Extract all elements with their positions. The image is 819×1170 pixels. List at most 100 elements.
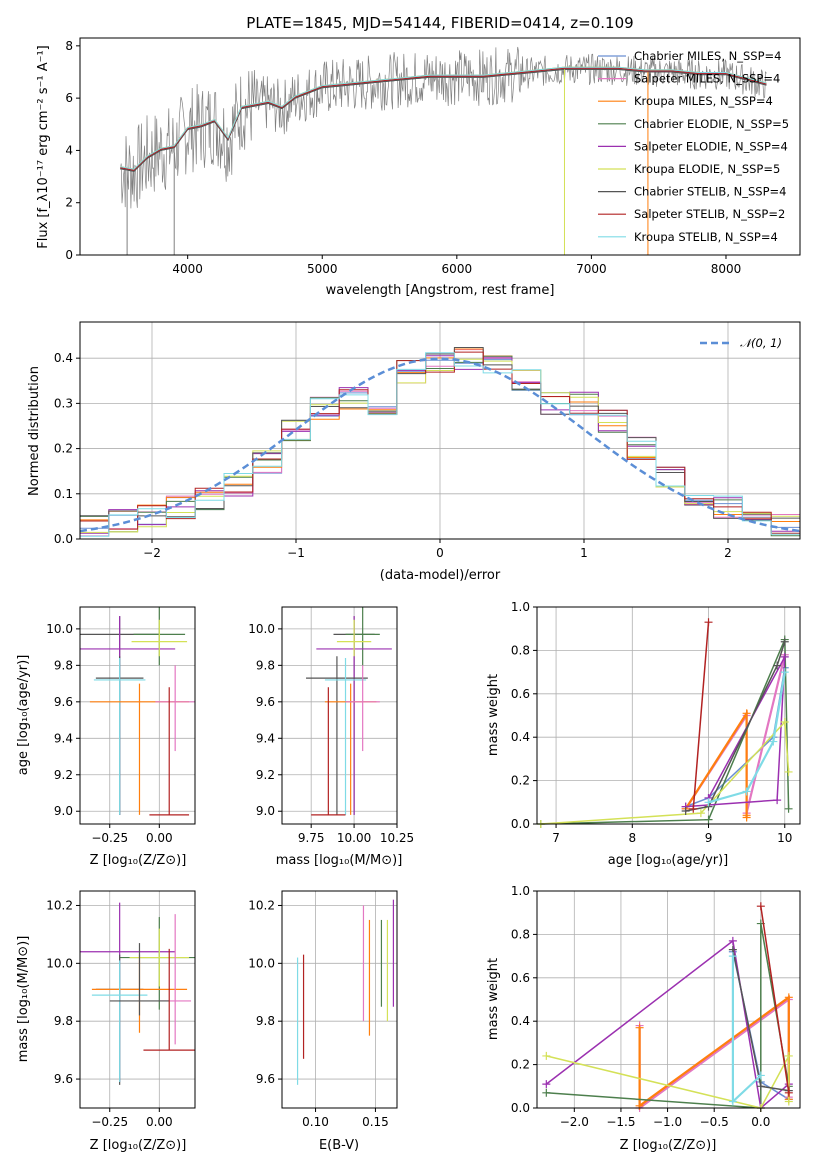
mass-weight-point <box>780 637 789 646</box>
spectrum-x-tick-label: 6000 <box>442 262 473 276</box>
z-weight-y-label: mass weight <box>486 958 501 1040</box>
residuals-panel: −2 −1 0 1 2 0.0 0.1 0.2 0.3 0.4 (data-model)/err… <box>27 321 801 583</box>
legend-label: Kroupa STELIB, N_SSP=4 <box>634 230 778 244</box>
agew-y-tick-label: 0.2 <box>511 774 530 788</box>
age-weight-grid <box>537 606 800 825</box>
ebv-mass-x-label: E(B-V) <box>319 1138 359 1153</box>
observed-spectrum-line <box>120 46 767 209</box>
mass-weight-series-line <box>760 906 790 1093</box>
zw-y-tick-label: 0.0 <box>511 1101 530 1115</box>
z-mass-y-ticks: 9.6 9.8 10.0 10.2 <box>46 898 80 1086</box>
z-weight-y-ticks: 0.0 0.2 0.4 0.6 0.8 1.0 <box>511 884 537 1115</box>
model-series-line <box>120 67 767 171</box>
spectrum-y-tick-label: 2 <box>65 196 73 210</box>
zage-y-tick-label: 9.0 <box>54 804 73 818</box>
mass-weight-series-line <box>546 1055 790 1109</box>
legend-label: Chabrier STELIB, N_SSP=4 <box>634 185 786 199</box>
zage-y-tick-label: 9.8 <box>54 658 73 672</box>
z-age-axes-frame <box>79 606 196 825</box>
mass-weight-series-line <box>638 995 790 1108</box>
residuals-y-ticks: 0.0 0.1 0.2 0.3 0.4 <box>54 351 80 546</box>
residual-histogram-step <box>80 358 800 533</box>
mass-weight-point <box>728 952 737 961</box>
mass-weight-point <box>742 787 751 796</box>
zw-x-tick-label: −1.0 <box>653 1115 682 1129</box>
agew-x-tick-label: 8 <box>628 831 636 845</box>
mass-weight-point <box>780 652 789 661</box>
zage-x-tick-label: 0.00 <box>146 831 173 845</box>
mass-weight-series-line <box>684 654 786 814</box>
mass-weight-point <box>542 1088 551 1097</box>
mass-age-plot-area <box>306 607 392 816</box>
age-weight-x-label: age [log₁₀(age/yr)] <box>608 853 729 868</box>
ebv-mass-grid <box>282 891 397 1108</box>
mass-weight-point <box>773 796 782 805</box>
massage-y-tick-label: 9.6 <box>256 695 275 709</box>
age-weight-y-ticks: 0.0 0.2 0.4 0.6 0.8 1.0 <box>511 600 537 831</box>
zw-x-tick-label: −1.5 <box>606 1115 635 1129</box>
z-age-x-ticks: −0.25 0.00 <box>91 824 173 845</box>
mass-weight-series-line <box>708 671 786 804</box>
mass-weight-point <box>704 815 713 824</box>
spectrum-x-ticks: 4000 5000 6000 7000 8000 <box>172 255 741 276</box>
mass-weight-point <box>742 709 751 718</box>
ebv-mass-axes-frame <box>281 890 398 1109</box>
mass-age-panel: 9.75 10.00 10.25 9.0 9.2 9.4 9.6 9.8 10.0 mass … <box>248 606 414 868</box>
z-mass-panel: −0.25 0.00 9.6 9.8 10.0 10.2 Z [log₁₀(Z/Z⊙)]… <box>16 890 196 1153</box>
legend-label: Chabrier ELODIE, N_SSP=5 <box>634 117 789 131</box>
normal-curve-legend-label: 𝒩(0, 1) <box>740 336 782 350</box>
residuals-x-tick-label: 0 <box>436 546 444 560</box>
mass-age-axes-frame <box>281 606 398 825</box>
figure-title: PLATE=1845, MJD=54144, FIBERID=0414, z=0… <box>246 14 633 32</box>
residuals-x-tick-label: −2 <box>143 546 161 560</box>
legend-label: Salpeter MILES, N_SSP=4 <box>634 72 780 86</box>
age-weight-y-label: mass weight <box>486 674 501 756</box>
mass-age-y-ticks: 9.0 9.2 9.4 9.6 9.8 10.0 <box>248 622 282 818</box>
ebv-mass-panel: 0.10 0.15 9.6 9.8 10.0 10.2 E(B-V) <box>248 890 398 1153</box>
legend-label: Kroupa ELODIE, N_SSP=5 <box>634 162 780 176</box>
residual-histogram-step <box>80 347 800 521</box>
massage-x-tick-label: 10.25 <box>380 831 414 845</box>
z-weight-x-label: Z [log₁₀(Z/Z⊙)] <box>620 1138 717 1153</box>
zage-y-tick-label: 10.0 <box>46 622 73 636</box>
ebv-mass-plot-area <box>296 899 395 1085</box>
agew-x-tick-label: 7 <box>552 831 560 845</box>
residuals-x-tick-label: 1 <box>580 546 588 560</box>
massage-y-tick-label: 9.2 <box>256 768 275 782</box>
z-age-plot-area <box>80 607 195 816</box>
z-weight-panel: −2.0 −1.5 −1.0 −0.5 0.0 0.0 0.2 0.4 0.6 0.8 1.0 Z… <box>486 884 801 1153</box>
spectrum-x-tick-label: 7000 <box>576 262 607 276</box>
z-mass-axes-frame <box>79 890 196 1109</box>
spectrum-panel: 4000 5000 6000 7000 8000 0 2 4 6 8 wavelength [A… <box>36 37 801 298</box>
model-series-line <box>120 66 767 170</box>
mass-weight-point <box>769 737 778 746</box>
mass-weight-point <box>635 1023 644 1032</box>
spectrum-y-tick-label: 4 <box>65 143 73 157</box>
z-age-y-label: age [log₁₀(age/yr)] <box>16 655 31 776</box>
zage-x-tick-label: −0.25 <box>91 831 128 845</box>
mass-weight-point <box>542 1051 551 1060</box>
spectrum-y-tick-label: 0 <box>65 248 73 262</box>
ebv-y-tick-label: 10.0 <box>248 956 275 970</box>
agew-x-tick-label: 10 <box>777 831 792 845</box>
spectrum-plot-area <box>120 46 767 255</box>
residuals-x-label: (data-model)/error <box>380 568 501 583</box>
spectrum-axes-frame <box>79 37 801 256</box>
spectrum-y-tick-label: 6 <box>65 91 73 105</box>
agew-y-tick-label: 0.4 <box>511 730 530 744</box>
agew-y-tick-label: 0.0 <box>511 817 530 831</box>
mass-weight-point <box>728 1097 737 1106</box>
zw-x-tick-label: −2.0 <box>560 1115 589 1129</box>
z-mass-plot-area <box>80 902 195 1085</box>
z-mass-grid <box>80 891 195 1108</box>
residuals-legend: 𝒩(0, 1) <box>700 336 782 350</box>
spectrum-x-tick-label: 8000 <box>711 262 742 276</box>
zmass-y-tick-label: 10.2 <box>46 898 73 912</box>
z-weight-plot-area <box>542 902 793 1112</box>
mass-weight-point <box>780 718 789 727</box>
ebv-mass-x-ticks: 0.10 0.15 <box>302 1108 389 1129</box>
zage-y-tick-label: 9.2 <box>54 768 73 782</box>
residuals-y-tick-label: 0.1 <box>54 487 73 501</box>
ebv-x-tick-label: 0.10 <box>302 1115 329 1129</box>
